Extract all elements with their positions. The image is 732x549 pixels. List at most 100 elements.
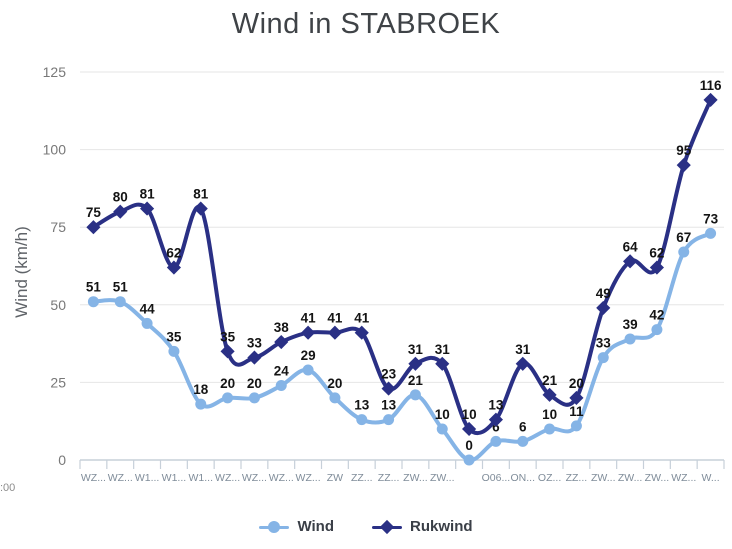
wind-value-label: 0	[465, 438, 473, 453]
rukwind-data-point[interactable]	[515, 356, 530, 371]
rukwind-data-point[interactable]	[569, 390, 584, 405]
x-tick-label: ZZ...	[566, 472, 588, 484]
rukwind-data-point[interactable]	[703, 92, 718, 108]
rukwind-value-label: 31	[435, 342, 451, 357]
wind-value-label: 20	[247, 376, 262, 391]
wind-value-label: 35	[166, 329, 182, 344]
wind-data-point[interactable]	[517, 435, 529, 447]
rukwind-data-point[interactable]	[676, 158, 691, 173]
rukwind-data-point[interactable]	[408, 356, 423, 371]
wind-data-point[interactable]	[436, 423, 448, 435]
rukwind-value-label: 23	[381, 367, 397, 382]
rukwind-value-label: 116	[700, 78, 722, 93]
x-tick-label: WZ...	[296, 472, 321, 484]
legend-item-rukwind[interactable]: Rukwind	[372, 518, 473, 535]
rukwind-value-label: 41	[354, 311, 370, 326]
rukwind-data-point[interactable]	[381, 381, 396, 396]
wind-data-point[interactable]	[651, 324, 663, 336]
rukwind-data-point[interactable]	[649, 260, 664, 275]
wind-data-point[interactable]	[329, 392, 341, 404]
legend-label-rukwind: Rukwind	[410, 518, 473, 535]
rukwind-value-label: 80	[113, 190, 128, 205]
rukwind-data-point[interactable]	[596, 300, 611, 315]
x-axis-clipped-time-label: :00	[0, 482, 16, 494]
wind-data-point[interactable]	[222, 392, 234, 404]
x-tick-label: ZW...	[645, 472, 670, 484]
rukwind-data-point[interactable]	[247, 350, 262, 365]
wind-value-label: 10	[435, 407, 450, 422]
wind-data-point[interactable]	[356, 414, 368, 426]
x-tick-label: WZ...	[215, 472, 240, 484]
wind-data-point[interactable]	[168, 345, 180, 357]
wind-value-label: 13	[354, 398, 370, 413]
rukwind-value-label: 62	[166, 246, 181, 261]
x-tick-label: WZ...	[671, 472, 696, 484]
wind-data-point[interactable]	[248, 392, 260, 404]
rukwind-data-point[interactable]	[542, 387, 557, 402]
wind-data-point[interactable]	[87, 296, 99, 308]
rukwind-value-label: 75	[86, 205, 102, 220]
rukwind-data-point[interactable]	[354, 325, 369, 340]
wind-value-label: 42	[649, 308, 664, 323]
rukwind-data-point[interactable]	[274, 334, 289, 350]
wind-data-point[interactable]	[597, 352, 609, 364]
wind-data-point[interactable]	[463, 454, 475, 466]
wind-data-point[interactable]	[544, 423, 556, 435]
rukwind-data-point[interactable]	[327, 325, 342, 340]
wind-value-label: 11	[569, 404, 584, 419]
rukwind-data-point[interactable]	[193, 201, 208, 216]
rukwind-data-point[interactable]	[462, 421, 477, 437]
rukwind-data-point[interactable]	[166, 260, 181, 275]
wind-data-point[interactable]	[302, 364, 314, 376]
wind-value-label: 67	[676, 230, 691, 245]
rukwind-value-label: 31	[408, 342, 424, 357]
x-tick-label: WZ...	[269, 472, 294, 484]
rukwind-value-label: 20	[569, 376, 584, 391]
y-tick-label: 25	[50, 374, 66, 390]
y-tick-label: 0	[58, 452, 66, 468]
rukwind-data-point[interactable]	[488, 412, 503, 427]
wind-data-point[interactable]	[678, 246, 690, 258]
x-tick-label: W1...	[162, 472, 187, 484]
wind-data-point[interactable]	[195, 398, 207, 410]
rukwind-data-point[interactable]	[220, 344, 235, 359]
x-tick-label: WZ...	[108, 472, 133, 484]
rukwind-data-point[interactable]	[623, 254, 638, 269]
x-tick-label: OZ...	[538, 472, 561, 484]
rukwind-value-label: 33	[247, 336, 263, 351]
legend-item-wind[interactable]: Wind	[259, 518, 334, 535]
x-tick-label: ZZ...	[351, 472, 373, 484]
rukwind-value-label: 41	[301, 311, 317, 326]
wind-value-label: 44	[140, 301, 156, 316]
y-tick-label: 50	[50, 297, 66, 313]
rukwind-data-point[interactable]	[301, 325, 316, 340]
x-tick-label: W1...	[135, 472, 160, 484]
rukwind-value-label: 31	[515, 342, 531, 357]
rukwind-value-label: 10	[462, 407, 477, 422]
wind-value-label: 29	[301, 348, 316, 363]
wind-data-point[interactable]	[570, 420, 582, 432]
wind-data-point[interactable]	[114, 296, 126, 308]
wind-data-point[interactable]	[705, 227, 717, 239]
wind-value-label: 6	[519, 419, 527, 434]
x-tick-label: W...	[702, 472, 720, 484]
rukwind-value-label: 95	[676, 143, 692, 158]
wind-data-point[interactable]	[409, 389, 421, 401]
rukwind-data-point[interactable]	[113, 204, 128, 219]
x-tick-label: ZW	[327, 472, 343, 484]
wind-value-label: 13	[381, 398, 397, 413]
wind-data-point[interactable]	[490, 435, 502, 447]
rukwind-value-label: 41	[327, 311, 343, 326]
wind-value-label: 20	[220, 376, 235, 391]
wind-data-point[interactable]	[383, 414, 395, 426]
wind-value-label: 33	[596, 336, 612, 351]
x-tick-label: WZ...	[81, 472, 106, 484]
wind-data-point[interactable]	[141, 317, 153, 329]
wind-value-label: 73	[703, 211, 719, 226]
legend: Wind Rukwind	[0, 518, 732, 535]
wind-data-point[interactable]	[624, 333, 636, 345]
rukwind-value-label: 35	[220, 329, 236, 344]
wind-data-point[interactable]	[275, 380, 287, 392]
wind-value-label: 24	[274, 364, 290, 379]
rukwind-data-point[interactable]	[435, 356, 450, 371]
